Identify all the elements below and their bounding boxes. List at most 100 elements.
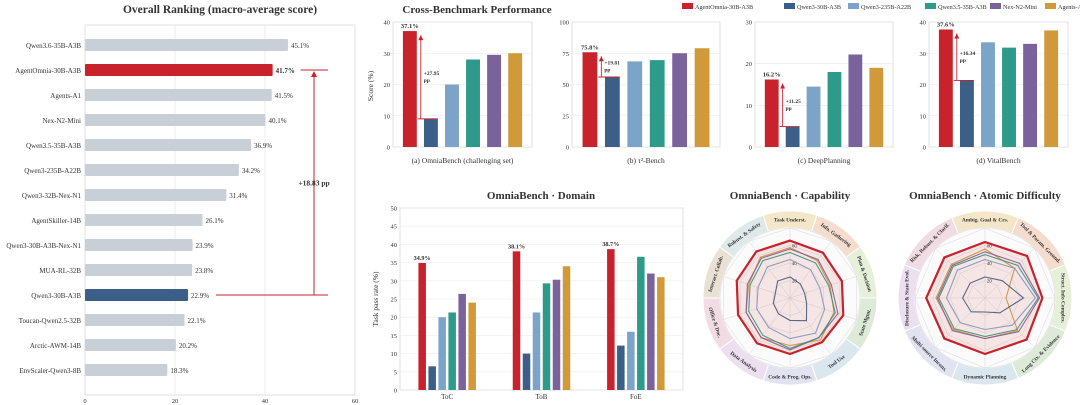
y-tick-label: 0 [923,145,926,152]
bar [764,79,779,147]
x-tick-label: FoE [630,393,642,401]
radar-series [756,258,826,340]
bar [672,53,688,147]
category-label: AgentSkiller-14B [31,217,81,225]
bar [512,251,521,390]
radar-spoke [789,276,857,299]
legend-label: AgentOmnia-30B-A3B [695,4,753,11]
value-label: 37.1% [401,23,419,30]
bar [542,283,551,390]
ring-label: 20 [792,280,797,285]
y-tick-label: 40 [920,20,927,27]
y-tick-label: 45 [391,224,398,231]
bar [85,239,193,251]
chart-title: OmniaBench · Domain [487,190,595,202]
legend-label: Qwen3-30B-A3B [797,4,841,11]
panel-caption: (a) OmniaBench (challenging set) [412,156,514,165]
value-label: 37.6% [937,22,955,29]
radar-series [748,251,836,349]
radar-series [961,276,1025,314]
value-label: 38.1% [508,243,525,250]
bar [487,54,502,147]
ring-label: 60 [987,245,992,250]
ring-label: 60 [792,245,797,250]
legend: AgentOmnia-30B-A3B Qwen3-30B-A3B Qwen3-235… [682,3,1080,11]
chart-title: OmniaBench · Capability [730,190,851,202]
value-label: 26.1% [205,217,223,225]
category-label: Arctic-AWM-14B [30,342,81,350]
y-tick-label: 30 [391,278,398,285]
panel-caption: (d) VitalBench [976,156,1020,165]
value-label: 41.7% [276,67,295,75]
bar [85,39,288,51]
category-label: Qwen3-30B-A3B-Nex-N1 [6,242,81,250]
bar [85,364,168,376]
value-label: 22.1% [187,317,205,325]
y-axis-label: Task pass rate (%) [371,271,380,327]
value-label: 23.8% [195,267,213,275]
category-label: EnvScaler-Qwen3-8B [19,367,81,375]
bar [428,366,436,390]
y-tick-label: 20 [920,82,927,89]
legend-label: Agents-A1 [1058,4,1080,11]
y-tick-label: 75 [563,51,570,58]
bar [657,277,665,390]
axis-label: Dynamic Planning [964,375,1007,381]
value-label: 40.1% [268,117,286,125]
bar [532,312,541,390]
category-label: Qwen3-30B-A3B [31,292,81,300]
category-label: Qwen3.5-35B-A3B [26,142,81,150]
legend-swatch [1045,3,1056,9]
bar [806,86,821,147]
radar-series [772,276,808,322]
axis-label: Code & Prog. Ops. [768,375,812,381]
category-label: Nex-N2-Mini [43,117,82,125]
x-tick-label: ToC [441,393,453,401]
value-label: 36.9% [254,142,272,150]
bar [85,339,176,351]
radar-spoke [723,276,791,299]
axis-label: Ambig. Goal & Crs. [962,218,1009,224]
bar [458,293,466,390]
x-tick-label: 60 [352,398,359,405]
bar [508,53,523,147]
bar [85,289,189,301]
bar [848,54,863,147]
radar-series [938,254,1039,338]
y-tick-label: 30 [920,51,927,58]
bar [85,164,239,176]
bar [85,264,193,276]
bar [85,214,203,226]
radar-spoke [789,297,857,320]
delta-label: +11.25 [786,99,801,105]
bar [445,84,459,147]
y-tick-label: 40 [384,20,391,27]
bar [418,262,426,390]
bar [448,312,456,390]
x-tick-label: 20 [172,398,179,405]
bar [85,114,266,126]
axis-label: Struct. Info Complex. [1060,273,1066,324]
delta-label: +19.81 [604,61,620,67]
y-tick-label: 10 [920,113,927,120]
category-label: Toucan-Qwen2.5-32B [19,317,82,325]
value-label: 23.9% [196,242,214,250]
radar-series [945,258,1037,331]
category-label: Qwen3-235B-A22B [24,167,81,175]
bar [627,61,643,147]
chart-title: Cross-Benchmark Performance [402,4,551,16]
legend-label: Nex-N2-Mini [1003,4,1037,11]
value-label: 18.3% [170,367,188,375]
ring-label: 40 [987,262,992,267]
bar [604,77,620,147]
y-tick-label: 40 [391,242,398,249]
radar-spoke [789,297,832,355]
y-tick-label: 0 [387,145,390,152]
y-tick-label: 25 [391,297,398,304]
x-tick-label: 40 [262,398,269,405]
y-tick-label: 20 [384,82,391,89]
plot-area [84,24,356,396]
